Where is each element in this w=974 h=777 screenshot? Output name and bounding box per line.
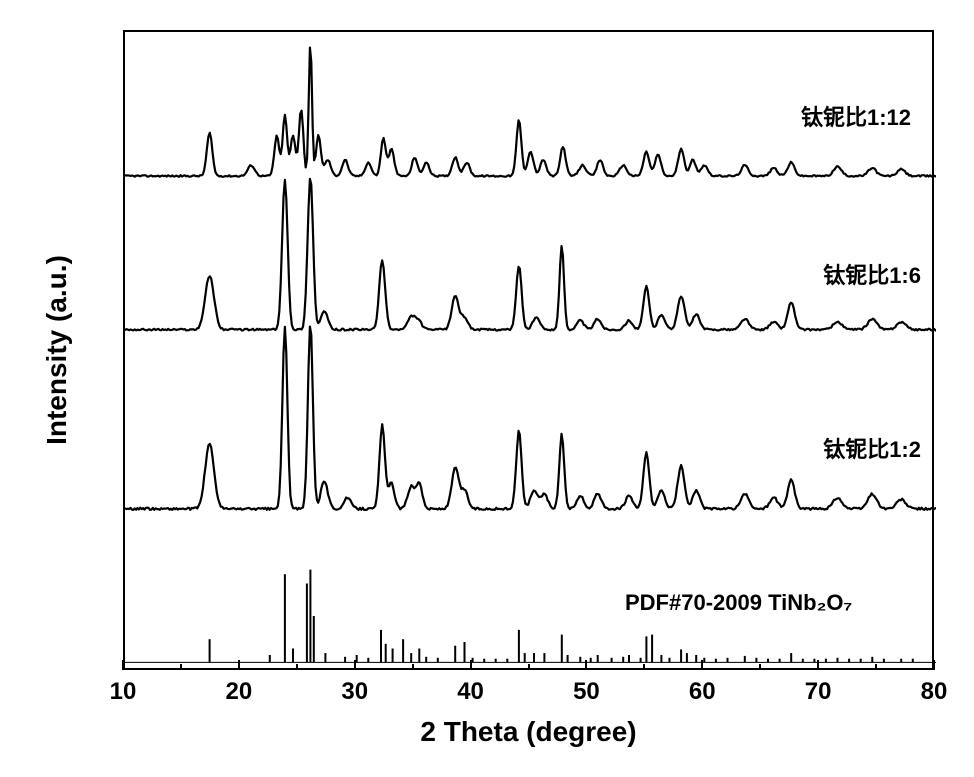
x-tick-label: 60 (689, 678, 716, 706)
x-tick (585, 660, 587, 670)
ref-stick (703, 658, 705, 663)
ref-stick (356, 655, 358, 662)
x-tick (238, 660, 240, 670)
ref-stick (660, 655, 662, 662)
x-tick (354, 660, 356, 670)
ref-stick (640, 658, 642, 663)
ref-stick (779, 659, 781, 663)
x-tick (875, 664, 877, 670)
ref-stick (611, 658, 613, 663)
ref-stick (483, 659, 485, 663)
ref-stick (767, 659, 769, 663)
ref-stick (622, 657, 624, 663)
xrd-curve-ratio_1_6 (125, 179, 936, 331)
ref-stick (269, 655, 271, 662)
ref-stick (385, 644, 387, 663)
ref-stick (686, 653, 688, 662)
ref-stick (790, 653, 792, 662)
ref-stick (367, 658, 369, 663)
ref-stick (590, 658, 592, 663)
ref-stick (848, 659, 850, 663)
ref-stick (871, 657, 873, 663)
x-tick (296, 664, 298, 670)
x-tick (701, 660, 703, 670)
ref-stick (402, 639, 404, 662)
ref-stick (680, 649, 682, 662)
ref-stick (567, 655, 569, 662)
x-tick (470, 660, 472, 670)
ref-stick (533, 653, 535, 662)
ref-stick (597, 655, 599, 662)
xrd-curve-ratio_1_2 (125, 327, 936, 510)
ref-stick (651, 635, 653, 663)
ref-stick (464, 642, 466, 662)
x-tick-label: 50 (573, 678, 600, 706)
ref-stick (506, 659, 508, 663)
x-tick (412, 664, 414, 670)
y-axis-label: Intensity (a.u.) (41, 255, 73, 445)
ref-stick (524, 653, 526, 662)
series-label-1-2: 钛铌比1:2 (823, 432, 921, 464)
ref-stick (324, 653, 326, 662)
ref-stick (313, 616, 315, 662)
ref-stick (518, 630, 520, 663)
x-tick-label: 40 (457, 678, 484, 706)
x-tick-label: 30 (341, 678, 368, 706)
plot-area: 钛铌比1:12 钛铌比1:6 钛铌比1:2 PDF#70-2009 TiNb₂O… (123, 30, 934, 670)
ref-stick (292, 649, 294, 663)
ref-stick (454, 646, 456, 663)
x-tick (122, 660, 124, 670)
ref-stick (755, 658, 757, 663)
ref-stick (813, 659, 815, 663)
x-tick (933, 660, 935, 670)
x-tick (759, 664, 761, 670)
ref-stick (825, 659, 827, 663)
ref-stick (727, 658, 729, 663)
x-tick-label: 10 (110, 678, 137, 706)
x-tick (528, 664, 530, 670)
ref-stick (802, 659, 804, 663)
ref-stick (472, 658, 474, 663)
ref-stick (344, 657, 346, 663)
ref-stick (543, 653, 545, 662)
ref-stick (437, 658, 439, 663)
x-tick-label: 70 (805, 678, 832, 706)
ref-stick (392, 649, 394, 663)
ref-stick (561, 635, 563, 663)
ref-stick (425, 657, 427, 663)
ref-stick (495, 659, 497, 663)
ref-stick (900, 659, 902, 663)
x-tick (180, 664, 182, 670)
ref-stick (744, 656, 746, 663)
ref-stick (715, 659, 717, 663)
x-axis-label: 2 Theta (degree) (420, 716, 636, 748)
x-tick (817, 660, 819, 670)
ref-stick (284, 574, 286, 662)
ref-stick (837, 658, 839, 663)
ref-label: PDF#70-2009 TiNb₂O₇ (625, 590, 852, 616)
ref-stick (645, 636, 647, 662)
ref-stick (912, 659, 914, 663)
x-tick-label: 20 (225, 678, 252, 706)
series-label-1-6: 钛铌比1:6 (823, 258, 921, 290)
ref-stick (418, 649, 420, 663)
ref-stick (860, 659, 862, 663)
ref-stick (628, 655, 630, 662)
ref-stick (669, 658, 671, 663)
ref-stick (209, 639, 211, 662)
x-tick (643, 664, 645, 670)
ref-stick (380, 630, 382, 663)
x-tick-label: 80 (921, 678, 948, 706)
ref-stick (695, 655, 697, 662)
ref-stick (883, 659, 885, 663)
ref-stick (410, 653, 412, 662)
chart-root: 钛铌比1:12 钛铌比1:6 钛铌比1:2 PDF#70-2009 TiNb₂O… (0, 0, 974, 777)
ref-stick (306, 584, 308, 663)
ref-stick (309, 570, 311, 663)
ref-stick (579, 657, 581, 663)
series-label-1-12: 钛铌比1:12 (801, 100, 911, 132)
